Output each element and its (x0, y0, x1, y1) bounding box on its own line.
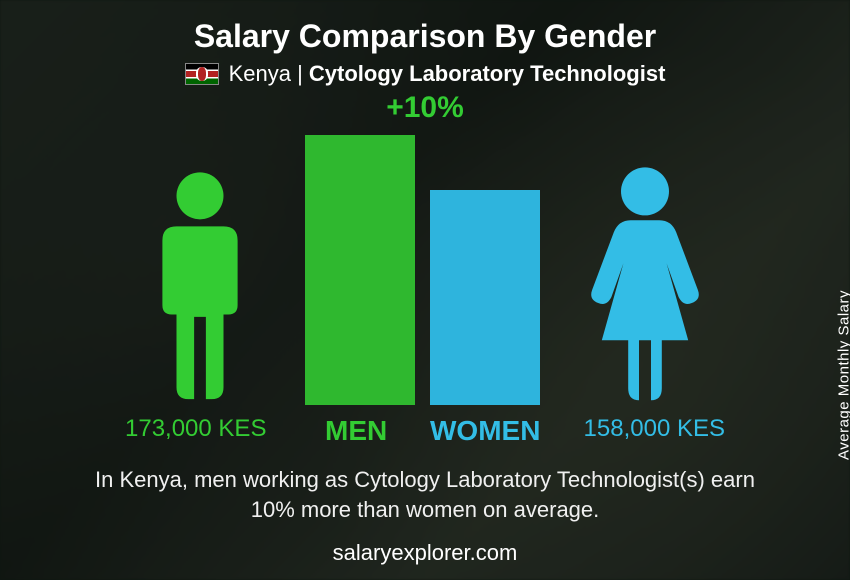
content-container: Salary Comparison By Gender Kenya | Cyto… (0, 0, 850, 580)
labels-row: 173,000 KES MEN WOMEN 158,000 KES (105, 415, 745, 451)
y-axis-label: Average Monthly Salary (836, 290, 850, 460)
job-title: Cytology Laboratory Technologist (309, 61, 666, 86)
men-salary: 173,000 KES (125, 415, 266, 443)
men-figure-icon (135, 170, 265, 405)
chart-area (105, 125, 745, 405)
separator: | (291, 61, 309, 86)
difference-label: +10% (30, 91, 820, 125)
footer-source: salaryexplorer.com (0, 540, 850, 566)
country-name: Kenya (229, 61, 291, 86)
women-bar (430, 190, 540, 405)
kenya-flag-icon (185, 63, 219, 85)
subtitle: Kenya | Cytology Laboratory Technologist (30, 61, 820, 87)
men-label: MEN (325, 415, 387, 447)
page-title: Salary Comparison By Gender (30, 18, 820, 55)
women-salary: 158,000 KES (584, 415, 725, 443)
women-label: WOMEN (430, 415, 540, 447)
description-text: In Kenya, men working as Cytology Labora… (30, 465, 820, 524)
women-figure-icon (575, 165, 715, 405)
men-bar (305, 135, 415, 405)
